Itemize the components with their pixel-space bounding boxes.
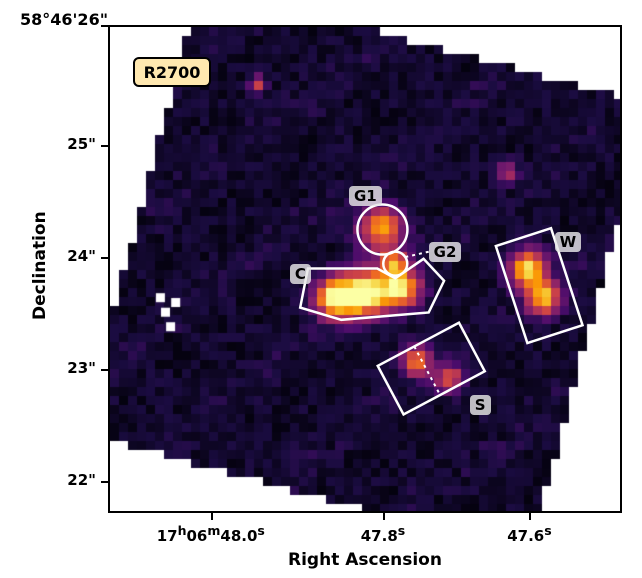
tick-label: 22" — [67, 471, 96, 489]
tick — [101, 369, 108, 371]
tick — [383, 513, 385, 520]
tick — [101, 481, 108, 483]
figure: Declination 58°46'26" R2700 G1G2CWS Righ… — [0, 0, 642, 578]
x-axis-label: Right Ascension — [108, 550, 622, 570]
tick — [101, 257, 108, 259]
tick — [101, 25, 108, 27]
tick — [101, 145, 108, 147]
legend-badge: R2700 — [133, 57, 211, 87]
tick — [529, 513, 531, 520]
legend-text: R2700 — [144, 63, 201, 82]
tick-label: 17h06m48.0s — [157, 523, 265, 545]
tick-label: 23" — [67, 359, 96, 377]
plot-area: R2700 G1G2CWS — [108, 25, 622, 513]
tick-label: 47.6s — [507, 523, 551, 545]
y-axis-label: Declination — [30, 220, 50, 320]
tick-label: 25" — [67, 135, 96, 153]
tick — [211, 513, 213, 520]
heatmap-image — [110, 27, 620, 511]
dec-prefix: 58°46'26" — [20, 10, 108, 29]
tick-label: 47.8s — [361, 523, 405, 545]
tick-label: 24" — [67, 247, 96, 265]
